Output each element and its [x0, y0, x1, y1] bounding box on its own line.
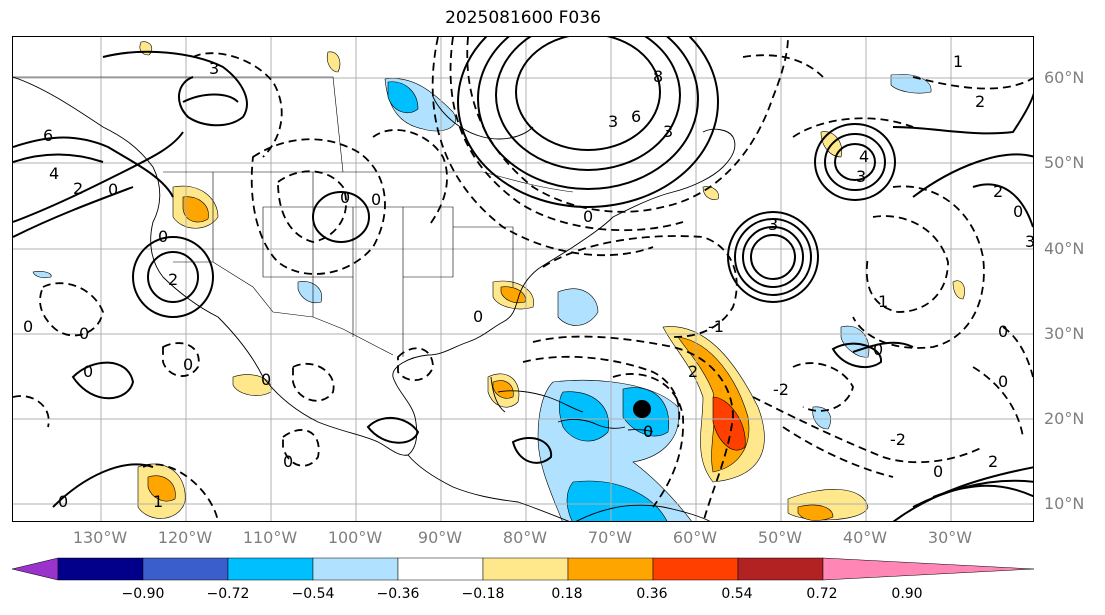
svg-text:2: 2 [688, 362, 698, 381]
colorbar [11, 557, 1035, 581]
colorbar-segment [57, 557, 144, 581]
svg-text:6: 6 [631, 107, 641, 126]
svg-text:0: 0 [998, 322, 1008, 341]
svg-text:-2: -2 [773, 380, 789, 399]
colorbar-tick: −0.90 [121, 586, 165, 602]
svg-text:6: 6 [43, 126, 53, 145]
lat-label-10n: 10°N [1044, 494, 1085, 513]
lon-label-50w: 50°W [757, 528, 803, 547]
colorbar-extend-high [822, 557, 1035, 581]
svg-text:8: 8 [653, 67, 663, 86]
lat-label-20n: 20°N [1044, 409, 1085, 428]
svg-text:0: 0 [998, 372, 1008, 391]
svg-text:0: 0 [283, 452, 293, 471]
colorbar-segment [482, 557, 569, 581]
lon-label-100w: 100°W [327, 528, 383, 547]
colorbar-segment [652, 557, 739, 581]
svg-text:-1: -1 [708, 317, 724, 336]
svg-text:0: 0 [23, 317, 33, 336]
svg-text:0: 0 [79, 324, 89, 343]
colorbar-segment [142, 557, 229, 581]
svg-text:2: 2 [975, 92, 985, 111]
colorbar-tick: 0.54 [721, 586, 753, 602]
svg-text:0: 0 [58, 492, 68, 511]
colorbar-tick: −0.36 [376, 586, 420, 602]
solid-contours [13, 37, 1033, 521]
svg-text:0: 0 [108, 180, 118, 199]
lon-label-80w: 80°W [502, 528, 548, 547]
svg-text:0: 0 [261, 370, 271, 389]
map-panel[interactable]: 3 6 4 2 0 2 0 0 0 3 6 8 3 0 3 3 4 1 0 -1… [12, 36, 1034, 522]
svg-text:3: 3 [856, 167, 866, 186]
lat-label-30n: 30°N [1044, 324, 1085, 343]
svg-text:3: 3 [663, 122, 673, 141]
colorbar-tick: 0.18 [551, 586, 583, 602]
storm-center-marker[interactable] [633, 400, 651, 418]
svg-text:4: 4 [49, 164, 59, 183]
svg-text:2: 2 [993, 182, 1003, 201]
coastlines [13, 76, 736, 521]
svg-text:1: 1 [153, 492, 163, 511]
colorbar-extend-low [11, 557, 59, 581]
svg-text:0: 0 [183, 355, 193, 374]
colorbar-tick: 0.90 [891, 586, 923, 602]
lon-label-130w: 130°W [72, 528, 128, 547]
svg-text:0: 0 [643, 422, 653, 441]
svg-text:0: 0 [158, 227, 168, 246]
svg-text:0: 0 [83, 362, 93, 381]
lat-label-50n: 50°N [1044, 153, 1085, 172]
colorbar-segment [567, 557, 654, 581]
svg-text:0: 0 [583, 207, 593, 226]
svg-text:0: 0 [873, 340, 883, 359]
lon-label-60w: 60°W [672, 528, 718, 547]
svg-text:2: 2 [988, 452, 998, 471]
svg-text:3: 3 [209, 59, 219, 78]
colorbar-tick: 0.72 [806, 586, 838, 602]
lon-label-90w: 90°W [417, 528, 463, 547]
lon-label-40w: 40°W [842, 528, 888, 547]
lat-label-40n: 40°N [1044, 239, 1085, 258]
lon-label-110w: 110°W [242, 528, 298, 547]
svg-text:0: 0 [1013, 202, 1023, 221]
colorbar-segment [397, 557, 484, 581]
colorbar-tick: −0.18 [461, 586, 505, 602]
svg-text:0: 0 [473, 307, 483, 326]
colorbar-segment [737, 557, 824, 581]
political-borders [13, 76, 574, 357]
svg-text:4: 4 [859, 147, 869, 166]
colorbar-segment [312, 557, 399, 581]
lon-label-30w: 30°W [927, 528, 973, 547]
svg-text:-2: -2 [890, 430, 906, 449]
contour-labels: 3 6 4 2 0 2 0 0 0 3 6 8 3 0 3 3 4 1 0 -1… [23, 52, 1034, 511]
svg-text:0: 0 [371, 190, 381, 209]
colorbar-tick: −0.72 [206, 586, 250, 602]
svg-text:0: 0 [933, 462, 943, 481]
map-svg: 3 6 4 2 0 2 0 0 0 3 6 8 3 0 3 3 4 1 0 -1… [13, 37, 1034, 521]
svg-text:3: 3 [1025, 232, 1034, 251]
colorbar-segment [227, 557, 314, 581]
map-title: 2025081600 F036 [445, 8, 601, 28]
colorbar-tick: −0.54 [291, 586, 335, 602]
svg-text:1: 1 [953, 52, 963, 71]
svg-text:2: 2 [168, 270, 178, 289]
svg-text:3: 3 [768, 215, 778, 234]
lon-label-120w: 120°W [157, 528, 213, 547]
lon-label-70w: 70°W [587, 528, 633, 547]
lat-label-60n: 60°N [1044, 68, 1085, 87]
colorbar-tick: 0.36 [636, 586, 668, 602]
dashed-contours [13, 37, 1033, 521]
svg-text:2: 2 [73, 179, 83, 198]
svg-text:0: 0 [340, 188, 350, 207]
svg-text:1: 1 [878, 292, 888, 311]
svg-text:3: 3 [608, 112, 618, 131]
